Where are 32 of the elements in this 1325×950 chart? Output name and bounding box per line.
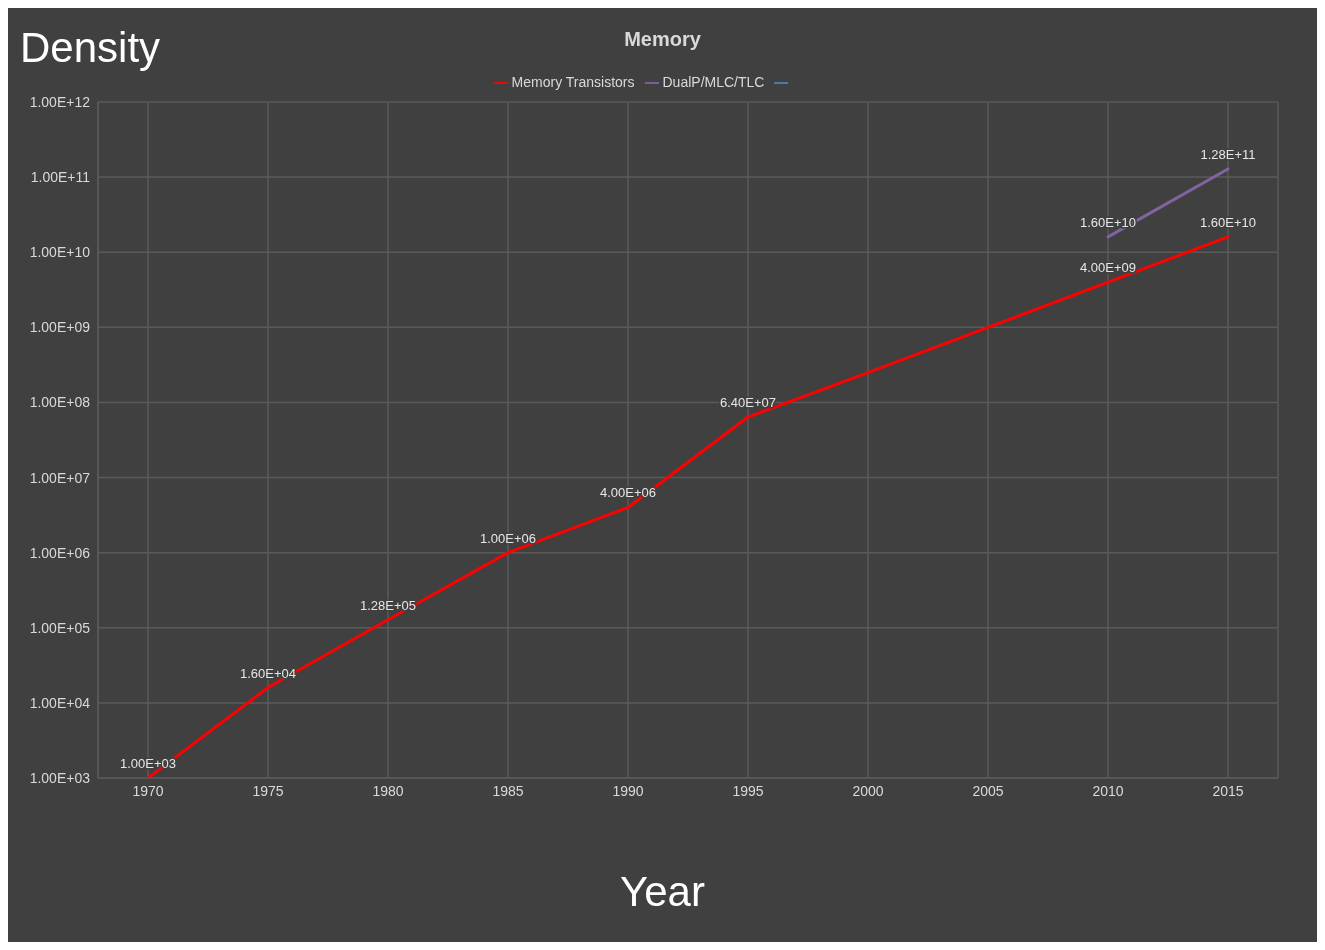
data-label: 1.28E+11: [1200, 147, 1256, 163]
y-tick-label: 1.00E+04: [29, 694, 91, 711]
y-axis-title: Density: [20, 24, 161, 72]
y-tick-label: 1.00E+06: [29, 544, 91, 561]
x-tick-label: 1980: [372, 782, 404, 799]
y-tick-label: 1.00E+11: [30, 169, 91, 186]
data-label: 6.40E+07: [719, 395, 777, 410]
data-label: 1.60E+10: [1199, 214, 1257, 230]
data-label: 1.00E+06: [479, 530, 537, 546]
x-tick-label: 1990: [612, 782, 644, 799]
x-tick-label: 2010: [1092, 782, 1124, 799]
x-tick-label: 1975: [252, 782, 284, 799]
legend-label: DualP/MLC/TLC: [662, 74, 765, 90]
x-tick-label: 1995: [732, 782, 764, 799]
data-label: 4.00E+09: [1079, 260, 1137, 276]
y-tick-label: 1.00E+12: [29, 93, 91, 110]
x-axis-title: Year: [619, 868, 706, 916]
x-tick-label: 2005: [972, 782, 1004, 799]
x-tick-label: 1985: [492, 782, 524, 799]
x-tick-label: 2000: [852, 782, 884, 799]
y-tick-label: 1.00E+09: [29, 319, 91, 336]
y-tick-label: 1.00E+08: [29, 394, 91, 411]
y-tick-label: 1.00E+10: [29, 244, 91, 261]
x-tick-label: 1970: [132, 782, 164, 799]
x-tick-label: 2015: [1212, 782, 1244, 799]
chart-title: Memory: [624, 28, 701, 50]
data-label: 1.28E+05: [359, 597, 417, 613]
legend-label: Memory Transistors: [511, 74, 635, 90]
y-tick-label: 1.00E+07: [29, 469, 91, 486]
data-label: 1.60E+10: [1079, 214, 1137, 230]
y-tick-label: 1.00E+03: [29, 769, 91, 786]
y-tick-label: 1.00E+05: [29, 619, 91, 636]
